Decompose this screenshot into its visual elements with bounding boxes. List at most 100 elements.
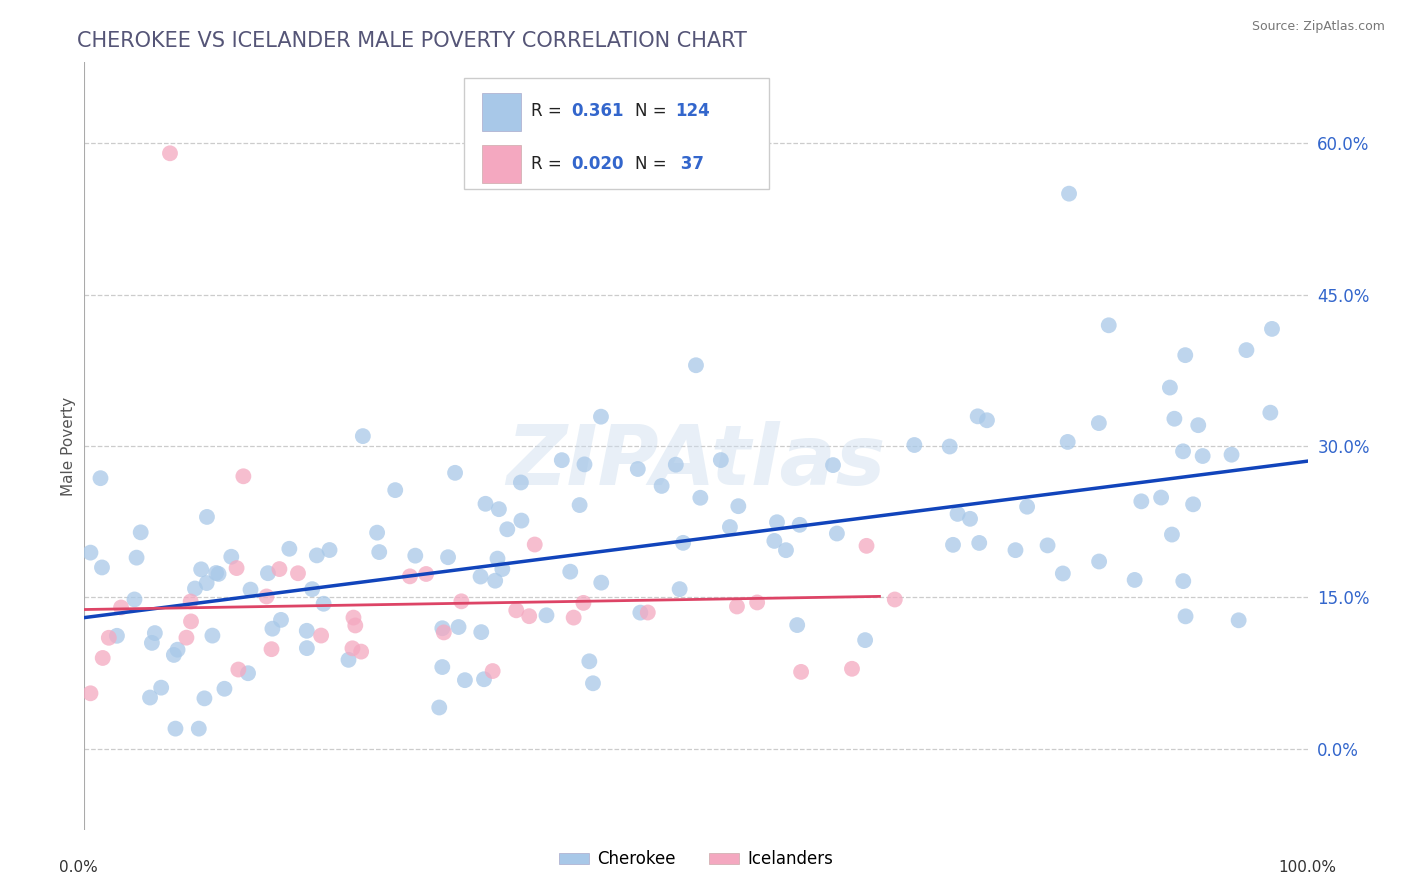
Point <box>491 562 513 576</box>
Point <box>190 562 212 576</box>
Point <box>228 663 250 677</box>
Point <box>184 582 207 596</box>
Point <box>1088 416 1111 430</box>
Point <box>309 628 332 642</box>
Y-axis label: Male Poverty: Male Poverty <box>60 396 76 496</box>
Point <box>1036 538 1059 552</box>
Point <box>432 621 454 635</box>
Point <box>966 409 988 424</box>
Point <box>488 502 510 516</box>
Point <box>342 610 364 624</box>
Point <box>1260 406 1282 420</box>
Text: R =: R = <box>531 155 561 173</box>
Point <box>79 686 101 700</box>
Point <box>517 609 540 624</box>
Point <box>399 569 422 583</box>
Point <box>481 664 503 678</box>
Point <box>1004 543 1026 558</box>
Text: CHEROKEE VS ICELANDER MALE POVERTY CORRELATION CHART: CHEROKEE VS ICELANDER MALE POVERTY CORRE… <box>77 31 747 51</box>
Point <box>205 566 228 580</box>
Point <box>444 466 467 480</box>
Point <box>447 620 470 634</box>
Point <box>260 642 283 657</box>
Point <box>505 603 527 617</box>
Point <box>1052 566 1074 581</box>
Text: 100.0%: 100.0% <box>1278 860 1337 875</box>
Point <box>510 514 533 528</box>
Text: Source: ZipAtlas.com: Source: ZipAtlas.com <box>1251 20 1385 33</box>
Point <box>1163 411 1185 425</box>
Point <box>105 629 128 643</box>
Point <box>763 533 786 548</box>
Point <box>628 606 651 620</box>
FancyBboxPatch shape <box>482 93 522 131</box>
Point <box>318 543 340 558</box>
Point <box>536 608 558 623</box>
Text: N =: N = <box>636 155 666 173</box>
Point <box>1191 449 1213 463</box>
Point <box>301 582 323 596</box>
Point <box>1130 494 1153 508</box>
Text: 124: 124 <box>675 102 710 120</box>
Point <box>305 549 328 563</box>
Point <box>165 722 187 736</box>
Point <box>207 566 229 581</box>
Point <box>1171 444 1194 458</box>
Point <box>432 660 454 674</box>
Point <box>560 565 582 579</box>
Point <box>97 631 120 645</box>
Point <box>163 648 186 662</box>
Point <box>718 520 741 534</box>
Point <box>523 537 546 551</box>
Point <box>883 592 905 607</box>
Point <box>278 541 301 556</box>
Point <box>166 642 188 657</box>
Point <box>496 522 519 536</box>
Point <box>1261 322 1284 336</box>
Point <box>841 662 863 676</box>
Point <box>287 566 309 581</box>
Point <box>89 471 111 485</box>
Point <box>256 590 278 604</box>
Point <box>627 462 650 476</box>
Point <box>214 681 236 696</box>
Point <box>1088 554 1111 568</box>
Point <box>232 469 254 483</box>
Point <box>312 597 335 611</box>
Point <box>295 624 318 638</box>
Point <box>672 536 695 550</box>
Point <box>821 458 844 472</box>
Point <box>1150 491 1173 505</box>
Point <box>591 575 613 590</box>
Point <box>195 510 218 524</box>
Point <box>180 615 202 629</box>
Point <box>344 618 367 632</box>
Point <box>789 517 811 532</box>
Point <box>727 499 749 513</box>
Point <box>589 409 612 424</box>
Point <box>337 653 360 667</box>
Point <box>825 526 848 541</box>
Point <box>1173 574 1195 588</box>
FancyBboxPatch shape <box>464 78 769 189</box>
Point <box>472 672 495 686</box>
Point <box>1187 418 1209 433</box>
Text: 0.361: 0.361 <box>571 102 624 120</box>
Point <box>470 569 492 583</box>
Point <box>582 676 605 690</box>
Point <box>450 594 472 608</box>
Text: ZIPAtlas: ZIPAtlas <box>506 421 886 502</box>
Point <box>786 618 808 632</box>
Point <box>124 592 146 607</box>
Point <box>180 594 202 608</box>
Point <box>942 538 965 552</box>
Point <box>470 625 492 640</box>
Point <box>195 576 218 591</box>
Point <box>938 440 960 454</box>
Point <box>139 690 162 705</box>
Point <box>350 645 373 659</box>
Point <box>342 641 364 656</box>
Point <box>219 549 242 564</box>
Point <box>352 429 374 443</box>
Point <box>1220 448 1243 462</box>
